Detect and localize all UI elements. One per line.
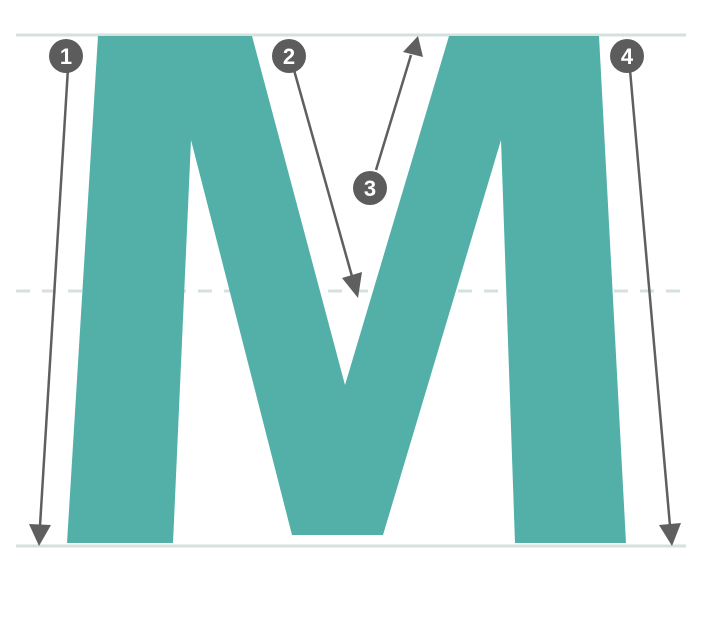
stroke-4-number: 4 bbox=[621, 44, 634, 69]
stroke-2-arrow bbox=[292, 69, 362, 298]
stroke-1-number: 1 bbox=[60, 44, 72, 69]
stroke-4-arrow bbox=[628, 69, 681, 546]
stroke-1-badge: 1 bbox=[49, 39, 83, 73]
stroke-2-badge: 2 bbox=[272, 39, 306, 73]
stroke-1-arrow bbox=[29, 67, 70, 546]
stroke-3-number: 3 bbox=[364, 176, 376, 201]
stroke-3-badge: 3 bbox=[353, 171, 387, 205]
letter-m-glyph bbox=[67, 36, 626, 543]
stroke-2-number: 2 bbox=[283, 44, 295, 69]
stroke-4-badge: 4 bbox=[610, 39, 644, 73]
stroke-3-arrow bbox=[374, 36, 423, 171]
